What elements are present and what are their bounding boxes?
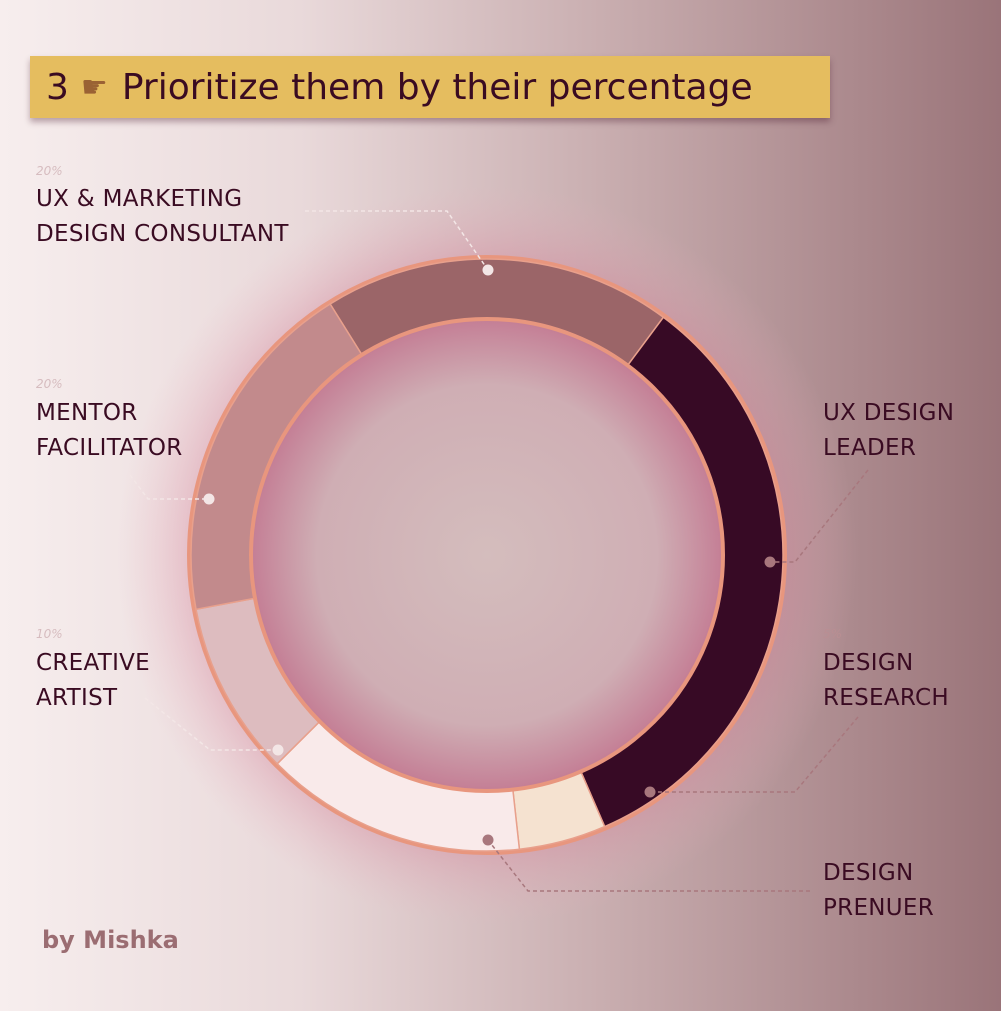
leader-dot-4 <box>644 786 656 798</box>
leader-line-0 <box>305 210 489 271</box>
pointing-hand-icon: ☛ <box>80 69 108 105</box>
leader-dot-1 <box>203 493 215 505</box>
leader-line-2 <box>144 697 278 751</box>
label-line: LEADER <box>823 435 917 461</box>
byline: by Mishka <box>42 926 179 954</box>
label-line: FACILITATOR <box>36 435 183 461</box>
step-number: 3 <box>46 66 69 108</box>
label-line: DESIGN <box>823 860 914 886</box>
label-line: DESIGN <box>823 650 914 676</box>
label-line: PRENUER <box>823 895 935 921</box>
leader-line-1 <box>129 474 209 500</box>
label-line: UX & MARKETING <box>36 186 243 212</box>
label-line: RESEARCH <box>823 685 949 711</box>
slice-label-artist: CREATIVE ARTIST <box>36 646 150 716</box>
slice-label-research: DESIGN RESEARCH <box>823 646 949 716</box>
leader-dot-0 <box>482 264 494 276</box>
leader-line-3 <box>770 469 869 563</box>
leader-dot-3 <box>764 556 776 568</box>
slice-label-prenuer: DESIGN PRENUER <box>823 856 934 926</box>
slice-percent-artist: 10% <box>36 627 63 641</box>
leader-dot-5 <box>482 834 494 846</box>
slice-percent-consultant: 20% <box>36 164 63 178</box>
title-banner: 3 ☛ Prioritize them by their percentage <box>30 56 830 118</box>
slice-label-leader: UX DESIGN LEADER <box>823 396 954 466</box>
title-text: Prioritize them by their percentage <box>121 66 753 108</box>
label-line: MENTOR <box>36 400 138 426</box>
label-line: DESIGN CONSULTANT <box>36 221 289 247</box>
donut-hole <box>249 317 725 793</box>
slice-label-consultant: UX & MARKETING DESIGN CONSULTANT <box>36 182 289 252</box>
leader-dot-2 <box>272 744 284 756</box>
label-line: UX DESIGN <box>823 400 955 426</box>
leader-line-5 <box>487 839 810 892</box>
label-line: ARTIST <box>36 685 118 711</box>
slice-percent-research: 5% <box>823 627 843 641</box>
slice-label-mentor: MENTOR FACILITATOR <box>36 396 183 466</box>
label-line: CREATIVE <box>36 650 151 676</box>
slice-percent-mentor: 20% <box>36 377 63 391</box>
ring-outline <box>187 255 787 855</box>
